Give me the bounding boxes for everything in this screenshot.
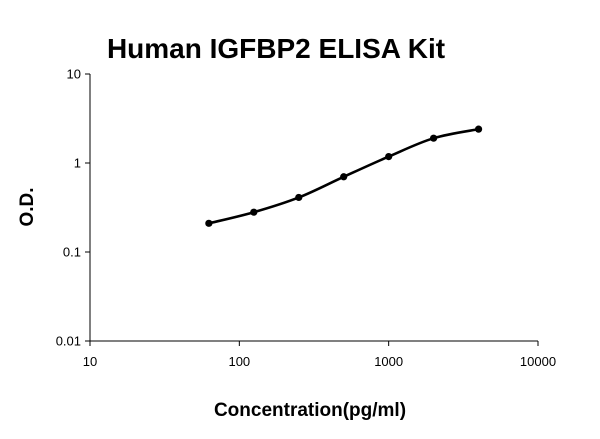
data-point [295,193,303,202]
ticks [85,73,539,346]
data-point [474,125,483,133]
x-axis-label: Concentration(pg/ml) [214,400,406,421]
y-axis-label: O.D. [17,187,38,226]
x-tick-label: 10000 [520,354,556,369]
x-tick-label: 100 [228,354,250,369]
y-tick-label: 0.1 [63,245,81,260]
x-tick-label: 1000 [374,354,403,369]
x-tick-label: 10 [83,354,97,369]
axes [89,74,538,342]
y-tick-label: 10 [67,67,81,82]
data-point [430,134,438,142]
y-tick-label: 1 [74,156,81,171]
data-point [205,219,213,227]
data-point [250,208,258,216]
y-tick-label: 0.01 [56,334,81,349]
tick-labels: 0.01 0.1 1 10 10 100 1000 10000 [56,67,556,370]
data-point [385,153,393,161]
chart-title: Human IGFBP2 ELISA Kit [107,33,445,64]
data-point [340,173,348,181]
data-points [205,125,483,227]
